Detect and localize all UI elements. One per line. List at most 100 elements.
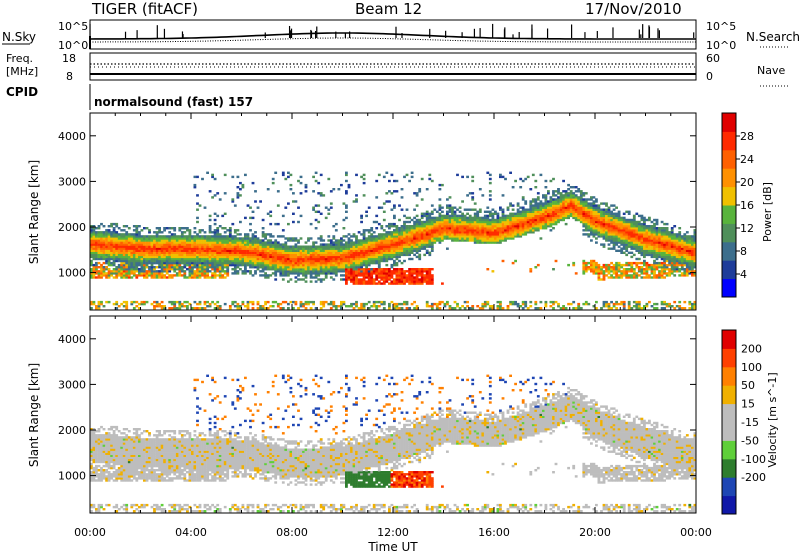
power-cell [382,229,386,232]
power-cell [130,300,134,304]
power-cell [377,263,381,267]
power-cell [97,225,101,228]
power-cell [246,255,250,259]
power-cell [130,272,134,275]
power-cell [150,263,154,267]
power-cell [115,276,119,279]
power-cell [380,300,384,304]
power-cell [198,231,202,234]
power-cell [196,251,199,254]
power-cell [138,235,141,238]
power-cell [115,231,119,234]
power-cell [264,247,267,250]
power-cell [572,212,576,215]
power-cell [276,266,280,269]
power-cell [398,259,401,263]
power-cell [201,272,204,275]
power-cell [584,214,588,218]
power-cell [458,225,462,228]
power-cell [451,216,454,220]
power-cell [584,212,588,215]
power-cell [317,181,321,185]
power-cell [388,225,391,228]
power-cell [178,270,182,273]
power-cell [524,231,528,234]
power-cell [178,237,182,240]
power-cell [107,274,111,277]
power-cell [226,249,230,252]
power-cell [246,300,250,304]
power-cell [102,255,106,259]
power-cell [549,220,553,224]
power-cell [115,268,119,271]
power-cell [259,255,262,259]
power-cell [393,222,396,226]
power-cell [590,216,593,220]
power-cell [322,266,326,269]
power-cell [241,237,245,240]
power-cell [140,235,144,238]
power-cell [299,257,303,261]
power-cell [332,268,336,271]
power-cell [625,276,629,279]
power-cell [430,235,434,238]
power-cell [428,225,432,228]
power-cell [362,276,366,279]
power-cell [135,266,139,269]
power-cell [216,214,220,218]
power-cell [90,263,93,267]
power-cell [107,245,111,248]
power-cell [446,247,449,250]
power-cell [153,237,156,240]
power-cell [539,227,543,230]
power-cell [292,255,295,259]
power-cell [115,222,119,226]
power-cell [254,190,257,193]
power-cell [294,243,298,246]
power-cell [246,257,250,261]
power-cell [211,241,214,244]
power-cell [218,235,222,238]
power-cell [107,259,111,263]
power-cell [145,237,149,240]
power-cell [211,274,214,277]
power-cell [420,214,424,218]
power-cell [524,208,528,211]
power-cell [304,302,308,306]
power-cell [271,235,275,238]
power-cell [382,243,386,246]
power-cell [274,251,278,254]
power-cell [355,243,358,246]
power-cell [590,212,593,215]
power-cell [481,229,485,232]
power-cell [317,251,321,254]
power-cell [355,261,358,265]
power-cell [350,302,353,306]
power-cell [468,208,472,211]
power-cell [514,214,517,218]
power-cell [582,218,586,222]
power-cell [494,235,497,238]
power-cell [360,274,363,277]
power-cell [413,307,416,310]
power-cell [420,233,424,236]
power-cell [208,305,212,308]
power-cell [312,241,315,244]
power-cell [314,257,318,261]
power-cell [261,249,265,252]
power-cell [615,263,618,267]
power-cell [138,243,141,246]
power-cell [595,241,598,244]
power-cell [362,243,366,246]
power-cell [251,247,255,250]
power-cell [198,300,202,304]
power-cell [509,218,512,222]
power-cell [352,278,356,281]
power-cell [183,270,187,273]
power-cell [216,268,220,271]
power-cell [476,305,480,308]
power-cell [279,235,283,238]
power-cell [519,222,523,226]
power-cell [239,241,242,244]
power-cell [476,220,480,224]
